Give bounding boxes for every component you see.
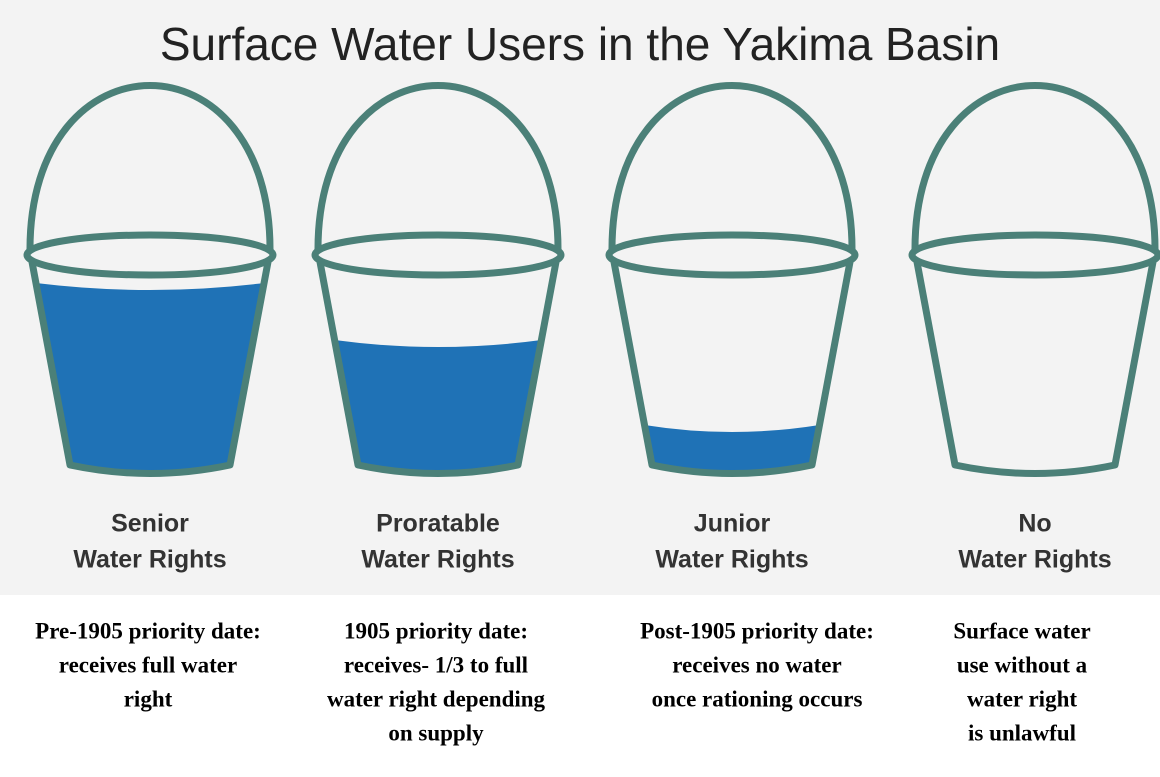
bucket-label: Proratable xyxy=(376,510,500,538)
bucket-rim xyxy=(908,231,1160,279)
bucket-description: is unlawful xyxy=(968,720,1076,745)
bucket-body xyxy=(28,261,272,477)
water xyxy=(644,425,820,474)
bucket-rim xyxy=(605,231,859,279)
bucket-label: No xyxy=(1018,510,1051,538)
bucket-label: Senior xyxy=(111,510,189,538)
bucket-rim xyxy=(311,231,565,279)
bucket-body xyxy=(913,261,1157,477)
bucket-description: receives full water xyxy=(59,652,237,677)
bucket-handle xyxy=(26,82,274,253)
bucket-description: use without a xyxy=(957,652,1088,677)
bucket-description: receives no water xyxy=(672,652,841,677)
bucket-description: receives- 1/3 to full xyxy=(344,652,528,677)
bucket: Senior Water Rights Pre-1905 priority date… xyxy=(23,82,277,711)
bucket-description: Post-1905 priority date: xyxy=(640,618,874,643)
bucket-description: water right depending xyxy=(327,686,546,711)
bucket-handle xyxy=(911,82,1159,253)
bucket-label: Water Rights xyxy=(655,546,808,574)
bucket-description: right xyxy=(124,686,173,711)
bucket-body xyxy=(610,261,854,477)
bucket-label: Water Rights xyxy=(958,546,1111,574)
bucket-rim xyxy=(23,231,277,279)
bucket-label: Water Rights xyxy=(73,546,226,574)
bucket-description: 1905 priority date: xyxy=(344,618,528,643)
bucket-handle xyxy=(314,82,562,253)
bucket-description: Surface water xyxy=(953,618,1090,643)
water xyxy=(35,283,265,474)
water xyxy=(334,340,542,474)
buckets: Senior Water Rights Pre-1905 priority date… xyxy=(23,82,1160,745)
bucket: Proratable Water Rights 1905 priority date… xyxy=(311,82,565,745)
bucket-handle xyxy=(608,82,856,253)
bucket: Junior Water Rights Post-1905 priority dat… xyxy=(605,82,874,711)
bucket-body xyxy=(316,261,560,477)
bucket-description: on supply xyxy=(388,720,484,745)
bucket-label: Junior xyxy=(694,510,771,538)
bucket-description: Pre-1905 priority date: xyxy=(35,618,261,643)
bucket-label: Water Rights xyxy=(361,546,514,574)
title: Surface Water Users in the Yakima Basin xyxy=(160,18,1000,70)
bucket-description: once rationing occurs xyxy=(652,686,863,711)
bucket: No Water Rights Surface water use without a… xyxy=(908,82,1160,745)
bucket-description: water right xyxy=(967,686,1077,711)
